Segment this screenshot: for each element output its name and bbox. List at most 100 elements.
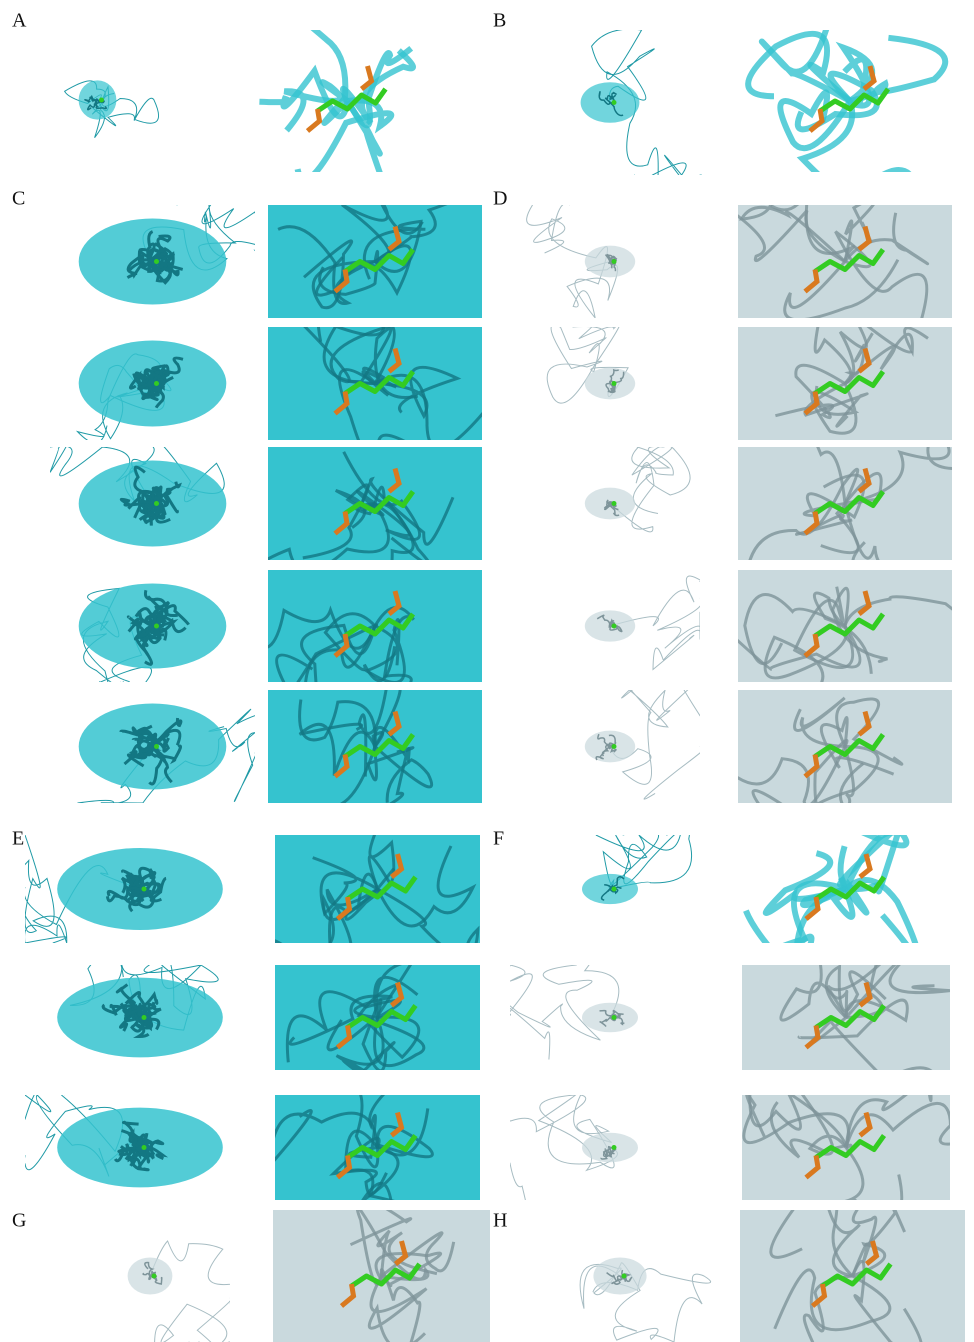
structure [580,1258,711,1342]
structure [273,1198,490,1342]
structure [585,439,690,532]
ligand [612,1015,617,1020]
ligand [612,1145,617,1150]
ligand [612,744,617,749]
closeup-image [273,1198,490,1342]
structure [274,829,500,963]
closeup-image [742,828,950,966]
closeup-image [235,0,460,196]
panel-label: E [12,828,24,850]
structure [128,1241,249,1342]
overview-image [3,1068,222,1188]
structure [268,684,482,827]
overview-image [582,815,692,905]
structure [268,293,523,467]
closeup-image [268,684,482,827]
closeup-image [268,185,483,318]
closeup-image [738,305,952,440]
overview-image [78,704,272,805]
structure [721,570,974,689]
ligand [154,744,159,749]
structure [50,423,226,547]
overview-image [78,341,227,443]
panel-label: F [493,828,504,850]
ligand [142,1145,147,1150]
overview-image [79,195,277,305]
closeup-image [718,190,952,320]
ligand [99,98,104,103]
structure [79,195,277,305]
closeup-image [730,690,953,842]
figure: A B C D E F G H [0,0,974,1342]
ligand [142,887,147,892]
structure [742,936,970,1086]
ligand [154,624,159,629]
overview-image [6,829,223,943]
structure [740,14,960,198]
structure [79,583,227,705]
structure [742,1059,954,1224]
structure [585,684,710,800]
ligand [612,100,617,105]
structure [742,828,950,966]
structure [57,950,223,1057]
panel-label: G [12,1210,26,1232]
ligand [154,259,159,264]
structure [730,690,953,842]
overview-image [547,317,635,403]
overview-image [65,80,159,137]
overview-image [50,423,226,547]
structure [65,80,159,137]
overview-image [79,583,227,705]
closeup-image [740,14,960,198]
overview-image [580,1258,711,1342]
overview-image [585,574,723,670]
closeup-image [275,961,480,1090]
structure [547,317,635,403]
panel-label: B [493,10,506,32]
ligand [142,1015,147,1020]
ligand [612,381,617,386]
overview-image [57,950,223,1057]
loop [610,439,690,532]
structure [248,447,482,583]
structure [3,1068,222,1188]
panel-label: A [12,10,27,32]
structure [78,341,227,443]
ligand [612,259,617,264]
loop [493,945,619,1059]
ligand [152,1274,157,1279]
structure [527,184,636,318]
closeup-image [721,570,974,689]
closeup-image [742,1059,954,1224]
panel-label: D [493,188,507,210]
structure [6,829,223,943]
panel-label: H [493,1210,507,1232]
structure [268,185,483,318]
overview-image [581,29,705,199]
panel-label: C [12,188,25,210]
ligand [612,624,617,629]
structure [235,0,460,196]
overview-image [488,1094,638,1210]
closeup-image [268,293,523,467]
structure [275,961,480,1090]
structure [738,305,952,440]
closeup-image [742,936,970,1086]
overview-image [585,684,710,800]
ligand [154,501,159,506]
ligand [622,1274,627,1279]
overview-image [527,184,636,318]
ligand [154,381,159,386]
overview-image [128,1241,249,1342]
closeup-image [248,447,482,583]
ligand [612,501,617,506]
ligand [612,887,617,892]
structure [493,945,638,1059]
overview-image [493,945,638,1059]
loop [150,1241,249,1342]
structure [581,29,705,199]
structure-images [3,0,974,1342]
structure [488,1094,638,1210]
structure [582,815,692,905]
